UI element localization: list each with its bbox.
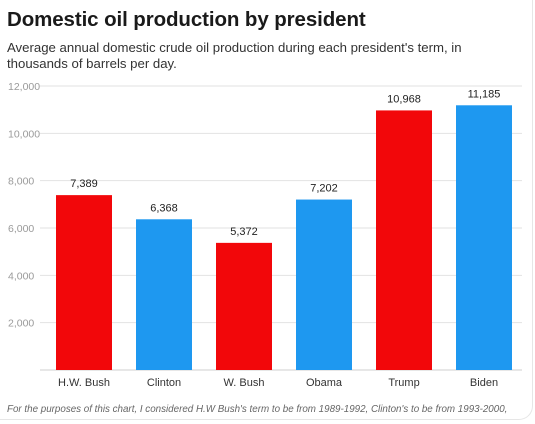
bar-biden (456, 105, 512, 370)
data-label: 5,372 (230, 226, 258, 238)
bars (56, 105, 512, 370)
data-labels: 7,389 6,368 5,372 7,202 10,968 11,185 (70, 88, 500, 238)
bar-w-bush (216, 242, 272, 370)
data-label: 7,389 (70, 178, 98, 190)
y-tick-label: 2,000 (8, 318, 34, 330)
data-label: 7,202 (310, 183, 338, 195)
bar-h-w-bush (56, 195, 112, 370)
chart-title: Domestic oil production by president (7, 8, 366, 31)
x-axis-category-labels: H.W. Bush Clinton W. Bush Obama Trump Biden (58, 377, 498, 389)
data-label: 11,185 (468, 88, 501, 100)
y-tick-label: 6,000 (8, 223, 34, 235)
x-category-label: Obama (306, 377, 343, 389)
y-axis-tick-labels: 2,000 4,000 6,000 8,000 10,000 12,000 (8, 81, 40, 330)
x-category-label: Trump (388, 377, 419, 389)
y-tick-label: 8,000 (8, 176, 34, 188)
y-tick-label: 10,000 (8, 128, 40, 140)
bar-obama (296, 199, 352, 370)
data-label: 10,968 (387, 93, 421, 105)
y-tick-label: 12,000 (8, 81, 40, 93)
x-category-label: Clinton (147, 377, 181, 389)
x-category-label: Biden (470, 377, 498, 389)
x-category-label: H.W. Bush (58, 377, 110, 389)
y-tick-label: 4,000 (8, 270, 34, 282)
gridlines (40, 85, 522, 371)
bar-chart: 2,000 4,000 6,000 8,000 10,000 12,000 7,389 6,… (8, 81, 522, 389)
chart-subtitle: Average annual domestic crude oil produc… (7, 40, 462, 71)
bar-clinton (136, 219, 192, 370)
footnote: For the purposes of this chart, I consid… (7, 404, 508, 415)
data-label: 6,368 (150, 202, 178, 214)
x-category-label: W. Bush (224, 377, 265, 389)
bar-trump (376, 110, 432, 370)
